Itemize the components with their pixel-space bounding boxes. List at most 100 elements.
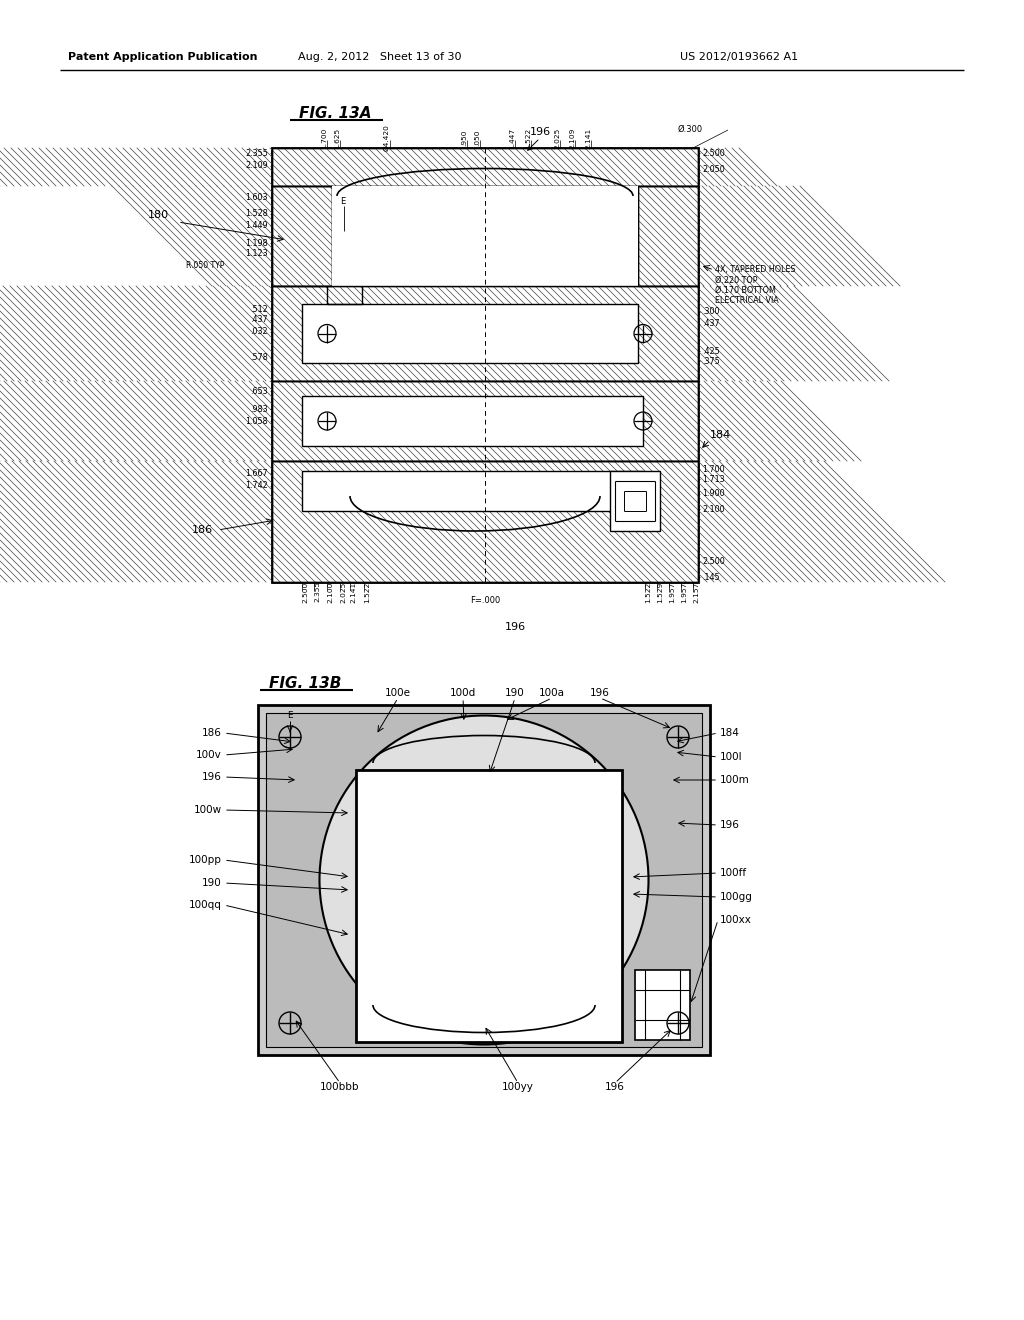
Text: 2.141: 2.141 bbox=[350, 581, 356, 603]
Text: 196: 196 bbox=[590, 688, 610, 698]
Bar bbox=[302, 396, 643, 446]
Text: 186: 186 bbox=[202, 729, 222, 738]
Text: .375: .375 bbox=[702, 356, 720, 366]
Text: 1.198: 1.198 bbox=[246, 239, 268, 248]
Bar bbox=[272, 186, 332, 286]
Text: ¢ .000: ¢ .000 bbox=[451, 343, 477, 352]
Text: 1.522: 1.522 bbox=[525, 127, 531, 149]
Bar bbox=[272, 186, 332, 286]
Bar bbox=[272, 461, 698, 582]
Text: 2.355: 2.355 bbox=[314, 582, 319, 602]
Bar bbox=[272, 286, 698, 381]
Text: .437: .437 bbox=[251, 315, 268, 325]
Bar bbox=[272, 186, 332, 286]
Text: .983: .983 bbox=[251, 404, 268, 413]
Text: .653: .653 bbox=[251, 387, 268, 396]
Text: 1.058: 1.058 bbox=[246, 417, 268, 425]
Text: 2.025: 2.025 bbox=[554, 127, 560, 149]
Bar bbox=[638, 186, 698, 286]
Bar bbox=[332, 186, 638, 286]
Text: 100e: 100e bbox=[385, 688, 411, 698]
Text: 190: 190 bbox=[203, 878, 222, 888]
Bar bbox=[302, 471, 643, 511]
Text: 1.700: 1.700 bbox=[321, 127, 327, 149]
Bar bbox=[266, 713, 702, 1047]
Bar bbox=[272, 148, 698, 582]
Bar bbox=[272, 381, 698, 461]
Text: 1.603: 1.603 bbox=[246, 194, 268, 202]
Bar bbox=[272, 148, 698, 186]
Text: R.050 TYP: R.050 TYP bbox=[185, 261, 224, 271]
Bar bbox=[610, 471, 660, 531]
Bar bbox=[635, 970, 690, 1040]
Text: 196: 196 bbox=[720, 820, 740, 830]
Bar bbox=[272, 286, 698, 381]
Bar bbox=[302, 304, 638, 363]
Text: 196: 196 bbox=[202, 772, 222, 781]
Bar bbox=[272, 461, 698, 582]
Text: E: E bbox=[287, 710, 293, 719]
Text: 100w: 100w bbox=[194, 805, 222, 814]
Text: 1.667: 1.667 bbox=[246, 469, 268, 478]
Text: Ø.300: Ø.300 bbox=[678, 125, 703, 135]
Text: 196: 196 bbox=[505, 622, 526, 632]
Text: 2.500: 2.500 bbox=[702, 149, 725, 157]
Text: 4X, TAPERED HOLES
Ø.220 TOP
Ø.170 BOTTOM
ELECTRICAL VIA: 4X, TAPERED HOLES Ø.220 TOP Ø.170 BOTTOM… bbox=[715, 265, 796, 305]
Text: 1.528: 1.528 bbox=[246, 210, 268, 219]
Text: 100yy: 100yy bbox=[502, 1082, 534, 1092]
Text: .050: .050 bbox=[474, 129, 480, 147]
Text: 1.447: 1.447 bbox=[509, 128, 515, 149]
Text: 2.100: 2.100 bbox=[702, 504, 725, 513]
Text: 1.742: 1.742 bbox=[246, 482, 268, 491]
Bar bbox=[272, 286, 698, 381]
Text: .425: .425 bbox=[702, 346, 720, 355]
Text: 1.529: 1.529 bbox=[657, 581, 663, 603]
Text: 2.355: 2.355 bbox=[245, 149, 268, 157]
Bar bbox=[272, 381, 698, 461]
Text: Patent Application Publication: Patent Application Publication bbox=[68, 51, 257, 62]
Text: 2.141: 2.141 bbox=[585, 127, 591, 149]
Text: 196: 196 bbox=[530, 127, 551, 137]
Bar bbox=[356, 770, 622, 1041]
Text: 196: 196 bbox=[605, 1082, 625, 1092]
Text: 190: 190 bbox=[505, 688, 525, 698]
Text: 184: 184 bbox=[720, 729, 740, 738]
Text: 2.157: 2.157 bbox=[693, 581, 699, 603]
Text: 1.900: 1.900 bbox=[702, 490, 725, 499]
Text: .950: .950 bbox=[461, 129, 467, 147]
Text: 1.522: 1.522 bbox=[364, 581, 370, 603]
Bar bbox=[638, 186, 698, 286]
Text: 100xx: 100xx bbox=[720, 915, 752, 925]
Text: 1.449: 1.449 bbox=[246, 222, 268, 231]
Text: 1.522: 1.522 bbox=[645, 581, 651, 603]
Text: FIG. 13B: FIG. 13B bbox=[269, 676, 341, 690]
Text: 2.109: 2.109 bbox=[569, 127, 575, 149]
Text: 100bbb: 100bbb bbox=[321, 1082, 359, 1092]
Bar bbox=[258, 705, 710, 1055]
Text: E: E bbox=[340, 197, 345, 206]
Text: .437: .437 bbox=[702, 319, 720, 329]
Text: 1.700: 1.700 bbox=[702, 465, 725, 474]
Bar bbox=[638, 186, 698, 286]
Bar bbox=[272, 148, 698, 186]
Text: 186: 186 bbox=[193, 525, 213, 535]
Text: Aug. 2, 2012   Sheet 13 of 30: Aug. 2, 2012 Sheet 13 of 30 bbox=[298, 51, 462, 62]
Text: .512: .512 bbox=[250, 305, 268, 314]
Text: .300: .300 bbox=[702, 308, 720, 317]
Text: 100l: 100l bbox=[720, 752, 742, 762]
Text: .032: .032 bbox=[251, 327, 268, 337]
Text: 100a: 100a bbox=[539, 688, 565, 698]
Circle shape bbox=[319, 715, 648, 1044]
Text: 1.713: 1.713 bbox=[702, 474, 725, 483]
Text: 180: 180 bbox=[148, 210, 169, 220]
Text: US 2012/0193662 A1: US 2012/0193662 A1 bbox=[680, 51, 798, 62]
Bar bbox=[272, 461, 698, 582]
Text: 100ff: 100ff bbox=[720, 869, 748, 878]
Bar bbox=[272, 148, 698, 186]
Text: 100m: 100m bbox=[720, 775, 750, 785]
Text: 100pp: 100pp bbox=[189, 855, 222, 865]
Text: 1.957: 1.957 bbox=[669, 581, 675, 603]
Text: 1.957: 1.957 bbox=[681, 581, 687, 603]
Text: F=.000: F=.000 bbox=[470, 597, 500, 605]
Text: 2.500: 2.500 bbox=[702, 557, 725, 566]
